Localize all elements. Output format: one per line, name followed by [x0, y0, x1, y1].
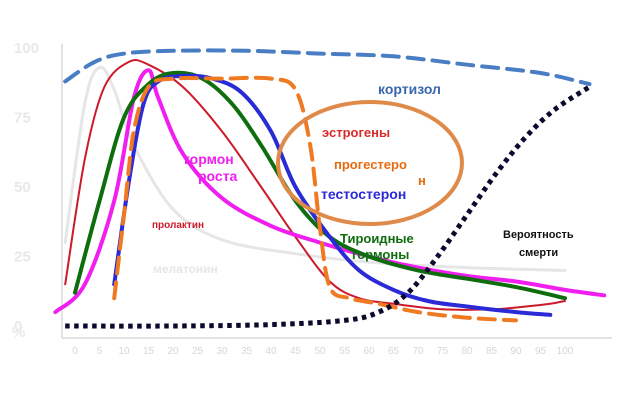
label-growth-2: роста — [198, 168, 238, 184]
label-death-2: смерти — [519, 247, 558, 259]
y-unit-label: % — [12, 324, 25, 341]
x-tick-label: 30 — [216, 346, 228, 357]
sex-hormones-ellipse — [276, 100, 464, 226]
series-line-cortisol — [63, 48, 592, 87]
x-tick-label: 95 — [535, 346, 547, 357]
series-line-testosterone — [112, 73, 553, 317]
x-tick-label: 45 — [290, 346, 302, 357]
x-tick-label: 65 — [388, 346, 400, 357]
label-cortisol: кортизол — [378, 81, 441, 97]
series-line-thyroid — [73, 70, 567, 301]
x-tick-label: 70 — [412, 346, 424, 357]
axes — [61, 44, 612, 339]
x-tick-label: 80 — [461, 346, 473, 357]
x-tick-label: 35 — [241, 346, 253, 357]
label-progesterone-1: прогестеро — [334, 157, 407, 172]
x-tick-label: 5 — [97, 346, 103, 357]
x-tick-label: 40 — [265, 346, 277, 357]
series-line-estrogen — [112, 75, 518, 323]
x-tick-label: 55 — [339, 346, 351, 357]
series-line-growth — [53, 68, 607, 315]
x-ticks: 0 5 10 15 20 25 30 35 40 45 50 55 60 65 70 75 80 85 90 95 10… — [72, 346, 574, 357]
label-prolactin: пролактин — [152, 220, 204, 231]
x-tick-label: 100 — [557, 346, 574, 357]
x-tick-label: 60 — [363, 346, 375, 357]
label-thyroid-2: гормоны — [352, 247, 409, 262]
label-estrogen: эстрогены — [322, 125, 390, 140]
y-tick-label: 100 — [14, 40, 39, 57]
series — [53, 48, 607, 329]
y-tick-label: 25 — [14, 249, 31, 266]
x-tick-label: 75 — [437, 346, 449, 357]
x-tick-label: 90 — [510, 346, 522, 357]
x-tick-label: 85 — [486, 346, 498, 357]
x-tick-label: 20 — [167, 346, 179, 357]
x-tick-label: 0 — [72, 346, 78, 357]
label-growth-1: гормон — [184, 151, 234, 167]
series-labels: кортизол эстрогены прогестеро н тестосте… — [152, 81, 574, 276]
series-line-death — [65, 84, 591, 329]
x-tick-label: 10 — [118, 346, 130, 357]
x-tick-label: 50 — [314, 346, 326, 357]
label-melatonin: мелатонин — [153, 262, 218, 276]
label-progesterone-2: н — [418, 173, 426, 188]
y-ticks: 100 75 50 25 0% — [12, 40, 39, 341]
label-testosterone: тестостерон — [321, 186, 406, 202]
y-tick-label: 50 — [14, 179, 31, 196]
label-thyroid-1: Тироидные — [340, 231, 414, 246]
x-tick-label: 25 — [192, 346, 204, 357]
x-tick-label: 15 — [143, 346, 155, 357]
y-tick-label: 75 — [14, 110, 31, 127]
y-tick-label: 0 — [14, 318, 22, 335]
label-death-1: Вероятность — [503, 229, 574, 241]
